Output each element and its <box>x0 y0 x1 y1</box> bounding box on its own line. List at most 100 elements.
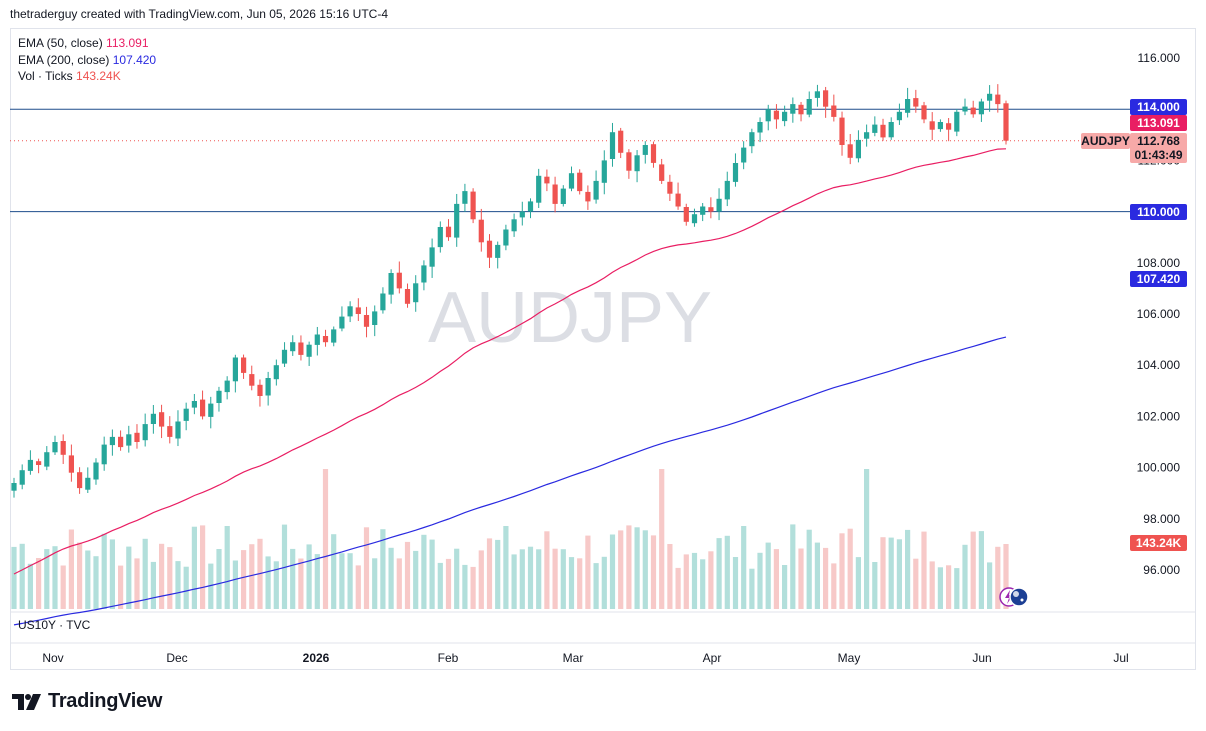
volume-bar <box>347 553 353 609</box>
symbol-badge[interactable] <box>1081 133 1130 149</box>
tradingview-logo-icon <box>12 693 41 710</box>
volume-bar <box>552 548 558 609</box>
volume-bar <box>683 554 689 609</box>
time-tick-label: Apr <box>703 651 722 665</box>
volume-bars <box>11 469 1009 609</box>
event-icons[interactable] <box>999 587 1029 607</box>
tradingview-logo[interactable]: TradingView <box>12 690 162 713</box>
tradingview-logo-text: TradingView <box>48 690 163 712</box>
volume-bar <box>503 526 509 609</box>
vol-label: Vol · Ticks <box>18 69 73 83</box>
level-low-badge[interactable] <box>1130 204 1187 220</box>
volume-bar <box>577 558 583 609</box>
volume-badge[interactable] <box>1130 535 1187 551</box>
candle <box>757 122 763 133</box>
candle <box>347 306 353 317</box>
candle <box>486 240 493 258</box>
candle <box>519 211 525 218</box>
volume-bar <box>847 528 853 609</box>
volume-bar <box>478 550 484 609</box>
volume-bar <box>765 542 771 609</box>
volume-bar <box>954 568 960 609</box>
candle <box>413 283 419 303</box>
volume-bar <box>134 558 140 609</box>
candle <box>946 123 952 130</box>
candle <box>954 111 960 132</box>
ema50-badge[interactable] <box>1130 115 1187 131</box>
candle <box>618 130 624 153</box>
symbol-watermark: AUDJPY <box>428 278 712 358</box>
legend-ema200[interactable]: EMA (200, close) 107.420 <box>18 52 156 69</box>
volume-bar <box>962 544 968 609</box>
volume-bar <box>142 538 148 609</box>
volume-bar <box>732 557 739 609</box>
volume-bar <box>585 535 591 609</box>
volume-bar <box>355 565 361 609</box>
volume-bar <box>601 556 607 609</box>
candle <box>642 145 648 155</box>
candle <box>700 206 706 215</box>
volume-bar <box>249 544 255 609</box>
australia-flag-icon[interactable] <box>1009 587 1029 607</box>
last-price-badge[interactable] <box>1130 133 1187 163</box>
candle <box>142 424 148 441</box>
candle <box>60 441 66 455</box>
volume-bar <box>814 542 820 609</box>
volume-bar <box>298 558 304 609</box>
volume-bar <box>322 469 329 609</box>
candle <box>363 315 370 327</box>
secondary-pane-label[interactable]: US10Y · TVC <box>18 618 91 632</box>
price-tick-label: 106.000 <box>1137 307 1181 321</box>
time-tick-label: Jun <box>972 651 991 665</box>
volume-badge-text: 143.24K <box>1136 536 1182 550</box>
candle <box>241 357 247 373</box>
legend-ema50[interactable]: EMA (50, close) 113.091 <box>18 35 156 52</box>
volume-bar <box>978 531 984 609</box>
candle <box>27 459 33 471</box>
candle <box>257 384 263 396</box>
candles <box>11 84 1009 498</box>
candle <box>109 436 115 446</box>
candle <box>167 426 173 437</box>
level-high-badge[interactable] <box>1130 99 1187 115</box>
candle <box>101 444 107 465</box>
volume-bar <box>208 563 214 609</box>
candle <box>896 111 902 121</box>
candle <box>224 380 230 393</box>
ema200-badge[interactable] <box>1130 271 1187 287</box>
volume-bar <box>486 538 493 609</box>
chart-frame <box>10 28 1196 670</box>
volume-bar <box>855 557 861 609</box>
volume-bar <box>626 525 632 609</box>
volume-bar <box>888 537 894 609</box>
candle <box>937 122 943 130</box>
flag-union-mark <box>1013 591 1019 597</box>
candle <box>577 172 583 192</box>
volume-bar <box>11 546 17 609</box>
volume-bar <box>445 558 452 609</box>
volume-bar <box>642 530 648 609</box>
candle <box>36 461 42 465</box>
candle <box>667 181 673 194</box>
candle <box>544 176 550 184</box>
candle <box>437 227 443 248</box>
last-price-badge-text: 112.768 <box>1137 134 1180 148</box>
candle <box>782 111 788 122</box>
candle <box>134 432 140 442</box>
candle <box>527 201 534 212</box>
volume-bar <box>363 527 370 609</box>
candle <box>839 117 845 145</box>
candle <box>298 342 304 355</box>
candle <box>831 105 837 117</box>
legend-volume[interactable]: Vol · Ticks 143.24K <box>18 68 156 85</box>
candle <box>404 289 411 304</box>
candle <box>806 99 812 115</box>
candle <box>200 399 206 417</box>
price-tick-label: 104.000 <box>1137 358 1181 372</box>
volume-bar <box>77 542 83 609</box>
candle <box>585 191 591 202</box>
candle <box>462 191 468 204</box>
volume-bar <box>314 554 320 609</box>
